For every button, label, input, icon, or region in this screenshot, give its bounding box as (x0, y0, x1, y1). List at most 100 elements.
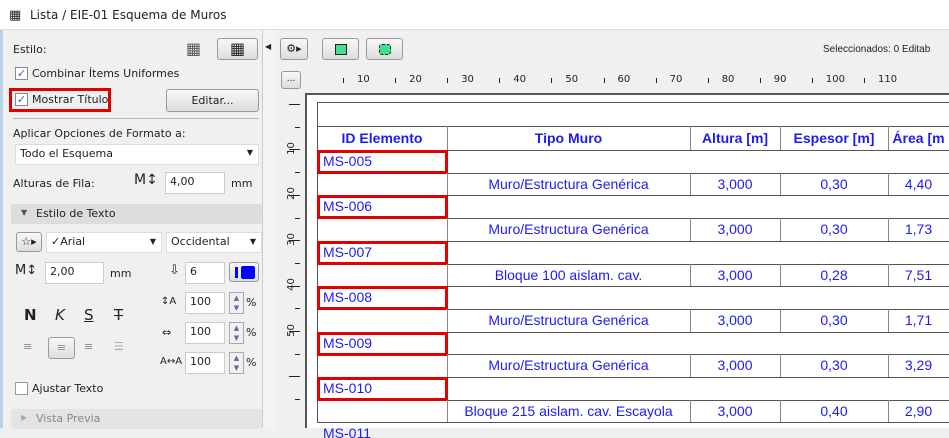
panel-collapse-strip[interactable]: ◀ (262, 30, 275, 428)
ruler-tick (295, 262, 300, 264)
frame-icon (335, 44, 347, 55)
highlight-box (317, 377, 448, 401)
wrap-text-checkbox[interactable] (15, 382, 28, 395)
cell-area: 1,71 (904, 311, 933, 328)
column-divider (447, 172, 448, 196)
column-divider (888, 172, 889, 196)
more-button[interactable]: ... (281, 71, 301, 89)
script-select[interactable]: Occidental ▼ (166, 232, 262, 253)
ruler-tick (603, 78, 605, 83)
collapse-left-icon[interactable]: ◀ (265, 42, 272, 51)
window-title: Lista / EIE-01 Esquema de Muros (30, 8, 227, 22)
percent-label: % (246, 296, 257, 309)
header-top-border (317, 126, 949, 127)
ruler-tick (289, 331, 300, 332)
cell-espesor: 0,30 (820, 357, 848, 374)
align-justify-icon[interactable]: ☰ (114, 340, 124, 353)
width-scale-input[interactable]: 100 (185, 322, 225, 344)
ruler-tick (289, 104, 300, 105)
cell-area: 1,73 (904, 221, 933, 238)
percent-label: % (246, 326, 257, 339)
row-border (447, 172, 949, 174)
bold-button[interactable]: N (24, 306, 37, 324)
row-border (447, 308, 949, 310)
apply-select[interactable]: Todo el Esquema ▼ (15, 144, 259, 165)
ruler-tick (343, 78, 344, 83)
align-right-icon[interactable]: ≡ (84, 340, 94, 353)
row-border (317, 331, 949, 333)
ruler-tick (295, 399, 300, 401)
select-elements-button[interactable] (366, 38, 403, 60)
style-grid-option-2[interactable]: ▦ (217, 38, 258, 60)
combine-checkbox[interactable]: ✓ (15, 67, 28, 80)
font-size-input[interactable]: 2,00 (45, 262, 104, 284)
pen-color-button[interactable] (229, 262, 259, 282)
show-title-checkbox[interactable]: ✓ (15, 93, 28, 106)
column-divider (690, 218, 691, 241)
align-left-icon[interactable]: ≡ (23, 340, 33, 353)
select-frame-button[interactable] (322, 38, 359, 60)
highlight-box (317, 240, 448, 265)
edit-button[interactable]: Editar... (166, 89, 259, 112)
underline-button[interactable]: S (84, 306, 94, 324)
row-border (447, 218, 949, 220)
text-style-label: Estilo de Texto (36, 207, 116, 220)
font-size-icon: M↕ (15, 263, 38, 278)
align-center-icon[interactable]: ≡ (48, 337, 75, 359)
chevron-right-icon: ▶ (21, 413, 28, 422)
ruler-tick-label: 100 (825, 74, 845, 85)
strikethrough-button[interactable]: T (114, 306, 124, 324)
row-border (317, 195, 949, 197)
column-header: Área [m (892, 130, 945, 146)
row-height-input[interactable]: 4,00 (165, 172, 225, 194)
ruler-tick (295, 353, 300, 355)
chevron-down-icon: ▼ (149, 237, 156, 246)
row-border (447, 263, 949, 265)
column-divider (447, 399, 448, 423)
divider (13, 118, 259, 119)
pen-input[interactable]: 6 (185, 262, 225, 284)
column-divider (780, 126, 781, 150)
column-divider (690, 126, 691, 150)
ruler-tick-label: 110 (878, 74, 898, 85)
column-divider (780, 308, 781, 332)
column-divider (690, 263, 691, 287)
style-grid-option-1[interactable]: ▦ (186, 39, 202, 58)
element-id: MS-005 (323, 153, 373, 169)
ruler-tick (707, 78, 709, 83)
font-size-unit: mm (110, 267, 132, 280)
cell-espesor: 0,30 (820, 311, 848, 328)
char-spacing-icon: A↔A (160, 356, 183, 367)
line-spacing-stepper[interactable]: ▲ ▼ (229, 292, 244, 314)
column-divider (780, 172, 781, 196)
cell-altura: 3,000 (717, 266, 753, 283)
element-id: MS-011 (323, 425, 371, 438)
ruler-tick (289, 240, 300, 242)
row-border (317, 240, 949, 242)
cell-altura: 3,000 (717, 402, 753, 419)
width-scale-stepper[interactable]: ▲ ▼ (229, 322, 244, 344)
column-divider (690, 354, 691, 377)
line-spacing-input[interactable]: 100 (185, 292, 225, 314)
preview-section[interactable]: ▶ Vista Previa (11, 409, 262, 429)
column-divider (447, 308, 448, 332)
row-border (447, 354, 949, 356)
line-spacing-icon: ↕A (161, 296, 177, 307)
text-style-section[interactable]: ▼ Estilo de Texto (11, 204, 262, 224)
char-spacing-input[interactable]: 100 (185, 352, 225, 374)
column-divider (447, 126, 448, 150)
cell-espesor: 0,30 (820, 175, 848, 192)
title-bar: ▦ Lista / EIE-01 Esquema de Muros (0, 0, 949, 30)
font-select[interactable]: ✓Arial ▼ (46, 232, 162, 253)
ruler-tick (499, 78, 501, 83)
settings-gear-icon[interactable]: ⚙▸ (280, 38, 308, 60)
column-divider (888, 126, 889, 150)
char-spacing-stepper[interactable]: ▲ ▼ (229, 352, 244, 374)
ruler-tick (295, 308, 300, 310)
highlight-box (9, 88, 111, 112)
column-header: Espesor [m] (793, 130, 875, 146)
italic-button[interactable]: K (55, 306, 65, 324)
favorites-star-icon[interactable]: ☆▸ (16, 232, 42, 252)
selection-status: Seleccionados: 0 Editab (823, 44, 931, 55)
combine-label: Combinar Ítems Uniformes (32, 67, 180, 80)
